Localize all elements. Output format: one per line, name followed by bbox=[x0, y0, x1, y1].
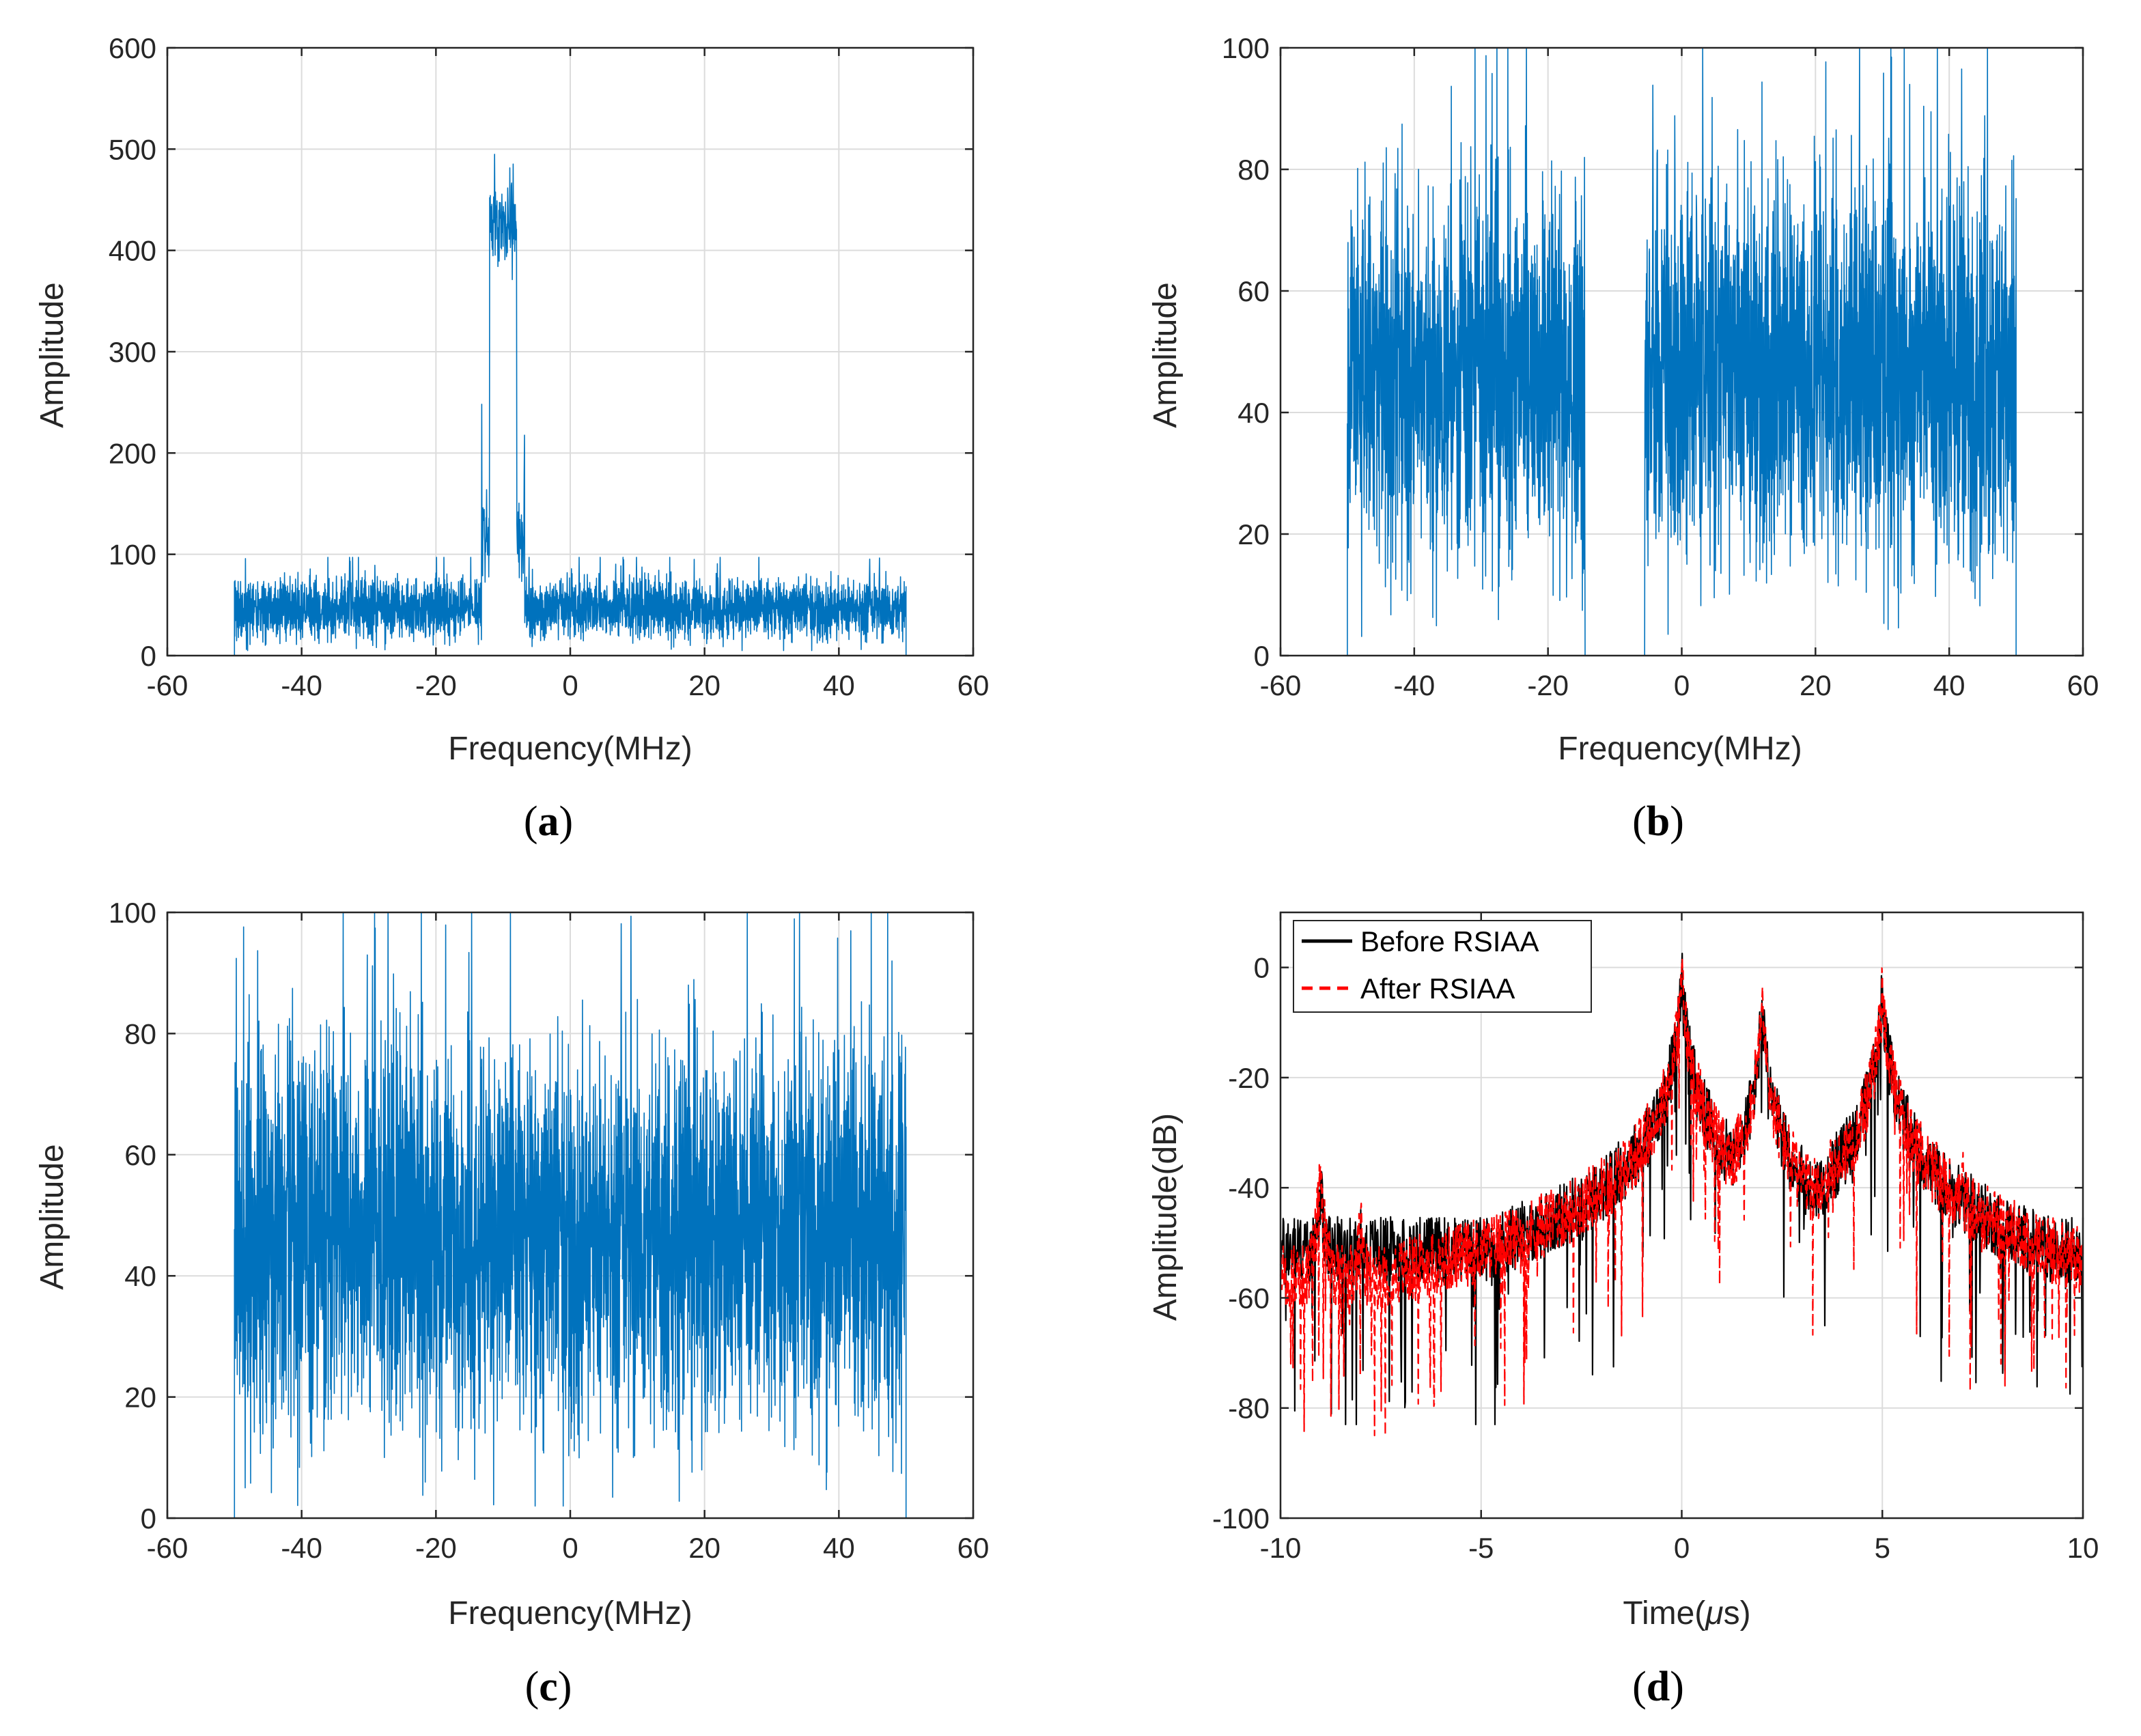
legend-before-label: Before RSIAA bbox=[1360, 925, 1539, 957]
panel-c: -60 -40 -20 0 20 40 60 0 20 40 60 80 100 Frequency(M… bbox=[34, 897, 989, 1710]
panel-d-ylabel: Amplitude(dB) bbox=[1147, 1113, 1184, 1321]
legend-after-label: After RSIAA bbox=[1360, 972, 1515, 1005]
y-tick-label: -20 bbox=[1228, 1062, 1270, 1094]
x-tick-label: 40 bbox=[823, 1532, 855, 1564]
panel-d-series bbox=[1279, 953, 2084, 1437]
panel-d-axes: -10 -5 0 5 10 -100 -80 -60 -40 -20 0 bbox=[1212, 911, 2099, 1564]
panel-a-spectrum bbox=[167, 154, 973, 656]
y-tick-label: 40 bbox=[124, 1260, 156, 1292]
y-tick-label: 100 bbox=[1222, 32, 1270, 64]
x-tick-label: -60 bbox=[147, 1532, 188, 1564]
y-tick-label: 300 bbox=[109, 336, 156, 368]
x-tick-label: -20 bbox=[415, 669, 457, 701]
y-tick-label: 80 bbox=[1237, 154, 1270, 186]
x-tick-label: -40 bbox=[281, 1532, 322, 1564]
x-tick-label: -10 bbox=[1260, 1532, 1302, 1564]
y-tick-label: 500 bbox=[109, 133, 156, 165]
y-tick-label: 100 bbox=[109, 897, 156, 929]
y-tick-label: 0 bbox=[1254, 952, 1270, 984]
y-tick-label: -80 bbox=[1228, 1392, 1270, 1425]
panel-c-spectrum bbox=[167, 912, 973, 1519]
x-tick-label: 10 bbox=[2067, 1532, 2099, 1564]
panel-d: -10 -5 0 5 10 -100 -80 -60 -40 -20 0 Time(μs) Ampl… bbox=[1147, 911, 2099, 1710]
panel-c-axes: -60 -40 -20 0 20 40 60 0 20 40 60 80 100 bbox=[109, 897, 989, 1564]
y-tick-label: 400 bbox=[109, 235, 156, 267]
x-tick-label: 60 bbox=[2067, 669, 2099, 701]
legend-box bbox=[1293, 920, 1592, 1013]
y-tick-label: 0 bbox=[141, 640, 156, 672]
panel-d-xlabel: Time(μs) bbox=[1623, 1595, 1750, 1632]
y-tick-label: 60 bbox=[1237, 275, 1270, 307]
x-tick-label: 40 bbox=[1933, 669, 1965, 701]
y-tick-label: 40 bbox=[1237, 397, 1270, 429]
y-tick-label: 0 bbox=[141, 1502, 156, 1535]
y-tick-label: 200 bbox=[109, 437, 156, 469]
panel-b-xlabel: Frequency(MHz) bbox=[1558, 731, 1802, 767]
x-tick-label: -20 bbox=[415, 1532, 457, 1564]
x-tick-label: 0 bbox=[1674, 1532, 1690, 1564]
y-tick-label: -60 bbox=[1228, 1282, 1270, 1314]
y-tick-label: 100 bbox=[109, 539, 156, 571]
y-tick-label: 600 bbox=[109, 32, 156, 64]
spectrum-line bbox=[167, 154, 973, 656]
x-tick-label: 40 bbox=[823, 669, 855, 701]
y-tick-label: 80 bbox=[124, 1018, 156, 1050]
x-tick-label: 0 bbox=[1674, 669, 1690, 701]
x-tick-label: 20 bbox=[1800, 669, 1832, 701]
panel-b-ylabel: Amplitude bbox=[1147, 282, 1184, 428]
panel-c-caption: (c) bbox=[525, 1664, 572, 1710]
panel-a-ylabel: Amplitude bbox=[34, 282, 70, 428]
panel-c-xlabel: Frequency(MHz) bbox=[448, 1595, 692, 1632]
y-tick-label: 20 bbox=[1237, 518, 1270, 550]
x-tick-label: 60 bbox=[957, 1532, 990, 1564]
panel-a-caption: (a) bbox=[524, 798, 573, 845]
spectrum-line bbox=[167, 912, 973, 1519]
panel-b-axes: -60 -40 -20 0 20 40 60 0 20 40 60 80 100 bbox=[1222, 32, 2099, 701]
x-tick-label: 20 bbox=[688, 1532, 720, 1564]
x-tick-label: -40 bbox=[281, 669, 322, 701]
x-tick-label: -20 bbox=[1527, 669, 1569, 701]
panel-b-caption: (b) bbox=[1632, 798, 1684, 845]
panel-b: -60 -40 -20 0 20 40 60 0 20 40 60 80 100 Frequency(M… bbox=[1147, 32, 2099, 845]
panel-d-caption: (d) bbox=[1632, 1664, 1684, 1710]
panel-b-spectrum bbox=[1281, 47, 2083, 656]
x-tick-label: -40 bbox=[1393, 669, 1435, 701]
x-tick-label: 0 bbox=[562, 1532, 578, 1564]
y-tick-label: 20 bbox=[124, 1382, 156, 1414]
after-rsiaa-line bbox=[1279, 957, 2084, 1437]
panel-a-xlabel: Frequency(MHz) bbox=[448, 731, 692, 767]
x-tick-label: -5 bbox=[1468, 1532, 1494, 1564]
x-tick-label: 20 bbox=[688, 669, 720, 701]
panel-d-legend: Before RSIAA After RSIAA bbox=[1293, 920, 1592, 1013]
panel-a-grid bbox=[167, 48, 973, 656]
x-tick-label: 0 bbox=[562, 669, 578, 701]
y-tick-label: 60 bbox=[124, 1139, 156, 1171]
x-tick-label: 5 bbox=[1875, 1532, 1890, 1564]
x-tick-label: -60 bbox=[147, 669, 188, 701]
x-tick-label: 60 bbox=[957, 669, 990, 701]
spectrum-line bbox=[1281, 47, 2083, 656]
y-tick-label: -100 bbox=[1212, 1502, 1270, 1535]
x-tick-label: -60 bbox=[1260, 669, 1302, 701]
y-tick-label: 0 bbox=[1254, 640, 1270, 672]
panel-c-ylabel: Amplitude bbox=[34, 1144, 70, 1289]
y-tick-label: -40 bbox=[1228, 1172, 1270, 1204]
